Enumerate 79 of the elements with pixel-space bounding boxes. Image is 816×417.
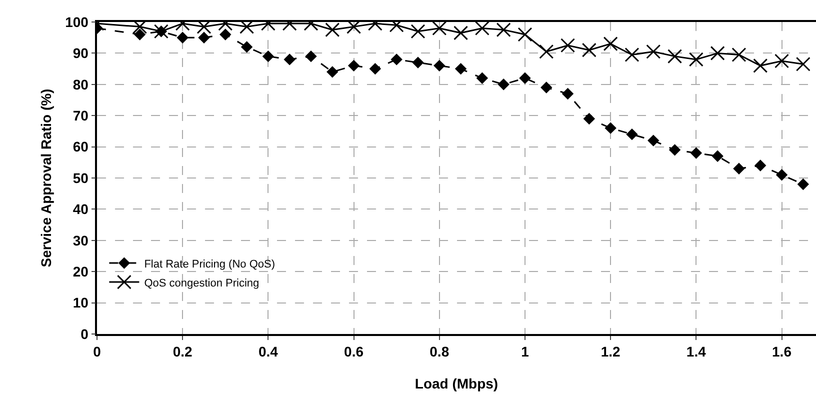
point <box>710 46 725 60</box>
point <box>540 82 552 94</box>
point <box>176 32 188 44</box>
y-tick-label: 50 <box>72 170 89 186</box>
point <box>305 50 317 62</box>
point <box>668 49 682 64</box>
x-tick-label: 0 <box>93 344 102 360</box>
point <box>688 52 704 67</box>
point <box>603 36 618 52</box>
point <box>325 22 340 38</box>
point <box>732 48 746 62</box>
point <box>434 60 446 72</box>
point <box>369 62 382 75</box>
y-tick-label: 100 <box>65 14 89 30</box>
point <box>753 58 768 73</box>
point <box>712 150 724 162</box>
point <box>476 72 488 84</box>
point <box>582 42 596 58</box>
point <box>454 26 468 40</box>
point <box>412 56 424 68</box>
legend-label: Flat Rate Pricing (No QoS) <box>144 258 276 270</box>
point <box>326 66 338 78</box>
point <box>474 22 490 36</box>
point <box>346 22 362 34</box>
y-tick-label: 60 <box>72 138 89 155</box>
point <box>797 178 810 190</box>
x-tick-label: 0.6 <box>344 344 364 360</box>
x-tick-label: 1.4 <box>686 344 706 360</box>
point <box>198 32 210 44</box>
point <box>648 134 660 146</box>
point <box>240 41 253 53</box>
y-tick-label: 10 <box>72 294 89 311</box>
y-tick-label: 70 <box>72 108 89 124</box>
x-tick-label: 0.4 <box>258 344 278 360</box>
point <box>240 22 254 34</box>
x-tick-label: 1.2 <box>600 344 621 360</box>
point <box>496 22 511 38</box>
point <box>498 78 510 90</box>
point <box>583 112 596 125</box>
point <box>776 169 788 181</box>
point <box>774 54 790 68</box>
point <box>262 50 274 62</box>
point <box>690 147 702 159</box>
legend-label: QoS congestion Pricing <box>144 277 260 290</box>
x-tick-label: 1.6 <box>772 344 792 360</box>
y-tick-label: 90 <box>72 45 89 62</box>
point <box>624 48 640 62</box>
point <box>796 56 810 72</box>
y-tick-label: 40 <box>72 201 89 218</box>
y-tick-label: 80 <box>72 76 89 92</box>
point <box>519 72 531 84</box>
point <box>518 27 532 42</box>
y-tick-label: 0 <box>80 326 89 342</box>
point <box>134 28 146 40</box>
point <box>196 22 212 34</box>
y-tick-label: 20 <box>72 264 89 280</box>
point <box>646 44 661 59</box>
point <box>410 24 426 39</box>
point <box>668 144 681 156</box>
point <box>220 28 232 40</box>
point <box>132 22 148 34</box>
x-tick-label: 0.8 <box>430 344 450 360</box>
y-axis-title: Service Approval Ratio (%) <box>38 88 54 268</box>
x-axis-title: Load (Mbps) <box>414 375 498 392</box>
point <box>348 60 360 72</box>
point <box>562 88 574 100</box>
point <box>432 22 447 36</box>
point <box>626 128 638 140</box>
x-tick-label: 0.2 <box>172 344 193 360</box>
point <box>454 62 467 75</box>
point <box>390 54 402 66</box>
point <box>733 162 745 174</box>
point <box>604 122 616 134</box>
point <box>284 54 296 66</box>
y-tick-label: 30 <box>72 232 89 248</box>
point <box>754 160 766 172</box>
x-tick-label: 1 <box>521 344 530 360</box>
point <box>539 44 554 59</box>
point <box>560 38 576 53</box>
